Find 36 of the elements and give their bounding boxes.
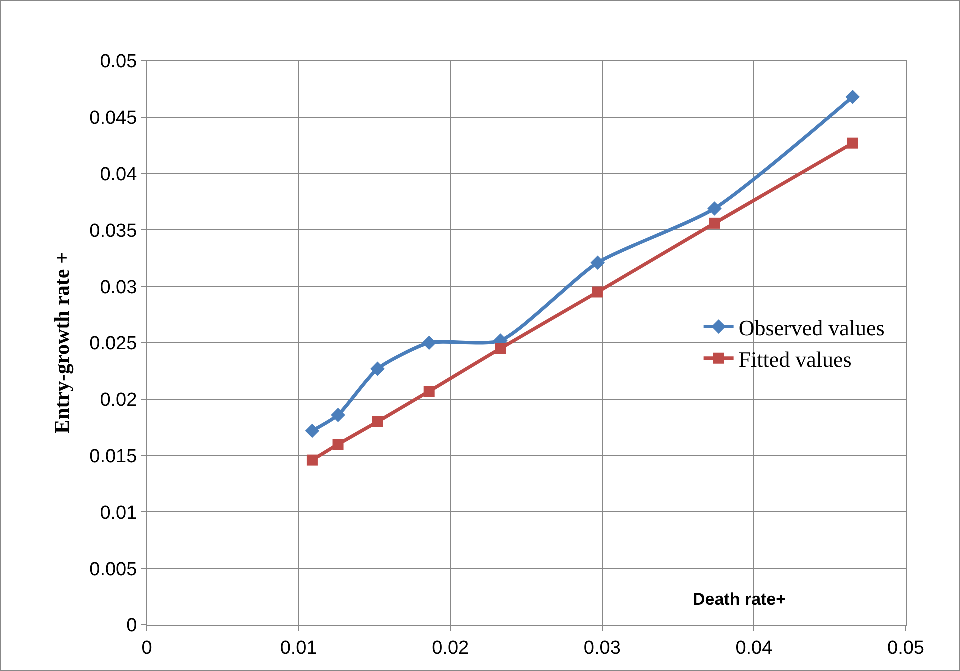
point	[592, 286, 604, 298]
x-tick-label: 0.01	[280, 638, 318, 659]
point	[847, 138, 858, 149]
y-tick-label: 0.01	[100, 502, 138, 524]
point	[306, 454, 318, 466]
y-tick-label: 0.035	[90, 220, 138, 242]
point	[370, 362, 385, 376]
point	[372, 416, 384, 428]
y-tick-label: 0.04	[100, 164, 138, 186]
y-tick-label: 0.03	[100, 277, 138, 298]
point	[590, 256, 605, 270]
x-tick-label: 0.02	[432, 638, 470, 659]
point	[422, 336, 436, 350]
point	[424, 386, 435, 397]
point	[331, 408, 346, 422]
point	[495, 343, 506, 354]
legend-label: Observed values	[738, 315, 885, 340]
point	[305, 424, 320, 438]
y-tick-label: 0.05	[100, 52, 138, 73]
x-tick-label: 0.05	[888, 638, 924, 659]
point	[709, 218, 720, 229]
x-tick-label: 0.04	[736, 638, 774, 659]
y-axis-title: Entry-growth rate +	[50, 252, 74, 434]
x-tick-label: 0	[142, 638, 152, 659]
point	[708, 202, 722, 216]
y-tick-label: 0	[126, 616, 138, 637]
legend-label: Fitted values	[738, 346, 852, 372]
y-tick-label: 0.015	[90, 446, 138, 468]
x-tick-label: 0.03	[584, 638, 621, 659]
x-axis-title: Death rate+	[693, 590, 786, 609]
point	[332, 439, 344, 450]
y-tick-label: 0.02	[100, 390, 138, 412]
point	[846, 90, 860, 104]
y-tick-label: 0.045	[90, 108, 138, 130]
y-tick-label: 0.005	[90, 559, 138, 580]
y-tick-label: 0.025	[90, 334, 138, 355]
